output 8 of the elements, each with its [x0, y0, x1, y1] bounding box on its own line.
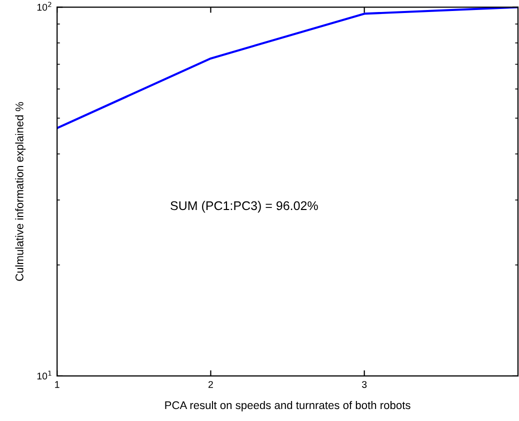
y-tick-label: 10$^{1}$: [37, 370, 52, 380]
x-tick-label: 1: [55, 381, 60, 388]
annotation: SUM (PC1:PC3) = 96.02%: [170, 200, 318, 213]
x-tick-label: 3: [362, 381, 367, 388]
x-axis-title: PCA result on speeds and turnrates of both robots: [165, 400, 410, 412]
y-axis-title: Culmulative information explained %: [15, 102, 26, 281]
y-tick-label: 10$^{2}$: [37, 2, 52, 11]
x-tick-label: 2: [208, 381, 213, 388]
